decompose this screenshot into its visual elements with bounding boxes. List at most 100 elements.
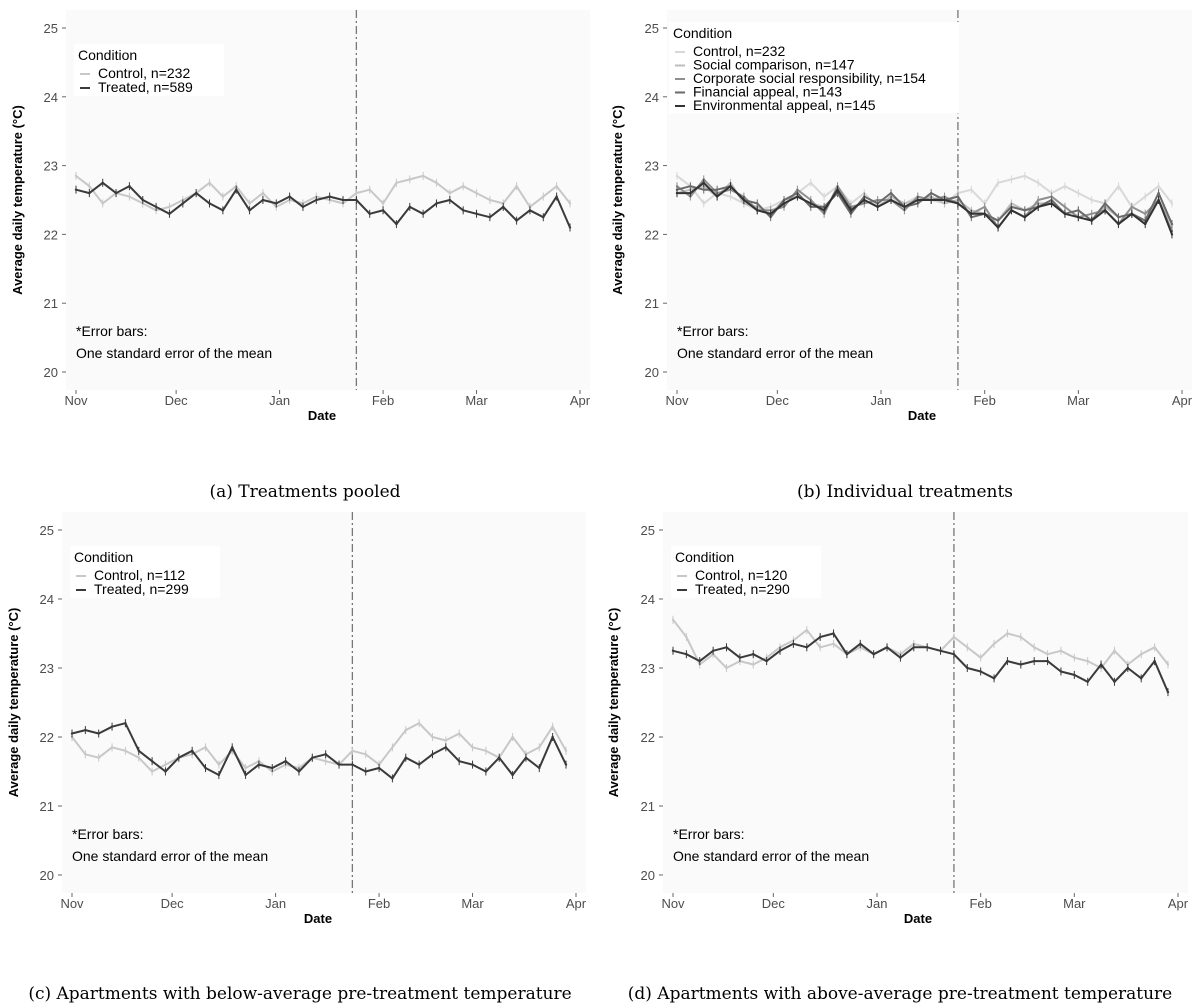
data-point	[355, 198, 358, 202]
y-tick-label: 23	[641, 661, 655, 676]
data-point	[421, 212, 425, 215]
data-point	[1073, 656, 1076, 659]
data-point	[1170, 233, 1174, 236]
data-point	[355, 191, 358, 195]
data-point	[381, 209, 385, 212]
data-point	[1126, 666, 1130, 670]
legend-box	[669, 22, 959, 114]
data-point	[1006, 659, 1009, 663]
data-point	[154, 205, 158, 209]
data-point	[1023, 174, 1027, 178]
data-point	[484, 770, 488, 773]
data-point	[863, 198, 866, 202]
data-point	[1090, 212, 1093, 215]
data-point	[564, 763, 568, 766]
legend-label: Control, n=232	[693, 43, 785, 59]
data-point	[1036, 198, 1040, 202]
data-point	[88, 191, 91, 195]
data-point	[1144, 195, 1147, 198]
y-tick-label: 20	[40, 868, 54, 883]
x-tick-label: Jan	[871, 393, 892, 408]
data-point	[194, 191, 198, 195]
x-axis-title: Date	[904, 911, 932, 926]
data-point	[515, 185, 518, 188]
data-point	[832, 642, 835, 646]
data-point	[979, 670, 982, 673]
data-point	[471, 763, 474, 766]
data-point	[97, 756, 100, 759]
legend-label: Treated, n=299	[94, 581, 189, 597]
data-point	[939, 649, 942, 652]
y-tick-label: 20	[44, 365, 58, 380]
data-point	[337, 763, 341, 766]
data-point	[1103, 209, 1107, 212]
data-point	[899, 656, 902, 659]
data-point	[235, 188, 238, 191]
x-tick-label: Nov	[661, 896, 685, 911]
data-point	[702, 202, 705, 205]
series-1	[74, 178, 572, 232]
series-line	[75, 181, 571, 228]
data-point	[778, 649, 782, 652]
data-point	[488, 198, 492, 202]
data-point	[1023, 216, 1027, 219]
data-point	[101, 202, 104, 205]
data-point	[542, 195, 545, 198]
data-point	[502, 205, 505, 209]
data-point	[685, 635, 688, 639]
data-point	[1010, 209, 1013, 212]
data-point	[792, 642, 795, 646]
series-line	[677, 181, 1173, 235]
legend-label: Control, n=112	[94, 567, 185, 583]
data-point	[328, 195, 331, 198]
data-point	[702, 181, 705, 184]
data-point	[110, 725, 114, 728]
data-point	[461, 209, 465, 212]
x-tick-label: Dec	[766, 393, 790, 408]
data-point	[1019, 635, 1023, 639]
data-point	[164, 770, 167, 773]
data-point	[457, 759, 461, 763]
data-point	[524, 756, 528, 759]
data-point	[244, 773, 247, 777]
data-point	[845, 653, 849, 656]
data-point	[698, 659, 701, 663]
error-note-text: One standard error of the mean	[673, 848, 869, 864]
data-point	[542, 216, 545, 219]
data-point	[979, 656, 982, 659]
data-point	[1063, 185, 1067, 188]
data-point	[1153, 646, 1156, 649]
data-point	[1032, 659, 1036, 663]
data-point	[351, 763, 354, 766]
data-point	[1130, 212, 1134, 215]
data-point	[885, 646, 889, 649]
data-point	[324, 759, 327, 763]
data-point	[341, 198, 345, 202]
data-point	[391, 746, 394, 749]
data-point	[1099, 663, 1103, 666]
data-point	[925, 646, 929, 649]
data-point	[929, 191, 933, 195]
x-tick-label: Nov	[665, 393, 689, 408]
data-point	[782, 202, 786, 205]
error-note-text: One standard error of the mean	[76, 345, 272, 361]
x-tick-label: Dec	[762, 896, 786, 911]
y-axis-title: Average daily temperature (°C)	[606, 608, 621, 798]
y-tick-label: 22	[44, 227, 58, 242]
data-point	[809, 202, 812, 205]
series-4	[675, 178, 1174, 239]
data-point	[903, 205, 906, 209]
data-point	[1157, 191, 1160, 195]
data-point	[889, 198, 893, 202]
data-point	[1077, 209, 1080, 212]
legend-label: Treated, n=290	[695, 581, 790, 597]
y-tick-label: 22	[645, 227, 659, 242]
data-point	[1019, 663, 1023, 666]
data-point	[1023, 209, 1027, 212]
error-note-title: *Error bars:	[673, 826, 745, 842]
data-point	[1036, 205, 1040, 209]
x-tick-label: Feb	[969, 896, 991, 911]
y-tick-label: 21	[641, 799, 655, 814]
